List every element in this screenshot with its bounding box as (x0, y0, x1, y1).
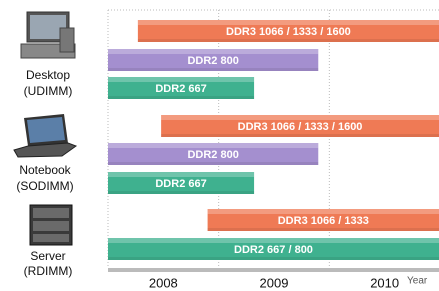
group-module: (SODIMM) (16, 179, 73, 193)
bar-swatch (108, 68, 318, 71)
bar-highlight (108, 77, 254, 82)
bar-label: DDR3 1066 / 1333 (278, 215, 369, 227)
bar-swatch (208, 228, 439, 231)
bar-label: DDR2 667 (155, 83, 206, 95)
group-name: Notebook (19, 163, 71, 177)
x-axis-label: Year (407, 276, 428, 287)
bar-highlight (108, 143, 318, 148)
bar-label: DDR2 800 (187, 149, 238, 161)
page: Desktop (UDIMM) Notebook (SODIMM) Server… (0, 0, 439, 291)
bar-highlight (208, 209, 439, 214)
bar-swatch (108, 257, 439, 260)
bar-swatch (138, 39, 439, 42)
bar-swatch (108, 191, 254, 194)
bar-highlight (138, 20, 439, 25)
bar-swatch (108, 96, 254, 99)
chart: Desktop (UDIMM) Notebook (SODIMM) Server… (0, 0, 439, 291)
bar-highlight (161, 115, 439, 120)
group-module: (RDIMM) (24, 264, 73, 278)
bar-highlight (108, 49, 318, 54)
bar-highlight (108, 172, 254, 177)
server-icon (30, 205, 72, 245)
group-name: Server (30, 249, 65, 263)
bar-label: DDR2 800 (187, 55, 238, 67)
bar-highlight (108, 238, 439, 243)
bar-label: DDR2 667 / 800 (234, 244, 313, 256)
bar-label: DDR2 667 (155, 178, 206, 190)
x-tick-label: 2008 (149, 275, 178, 290)
bar-label: DDR3 1066 / 1333 / 1600 (238, 121, 363, 133)
bar-swatch (108, 162, 318, 165)
bar-swatch (161, 134, 439, 137)
x-tick-label: 2010 (370, 275, 399, 290)
bar-label: DDR3 1066 / 1333 / 1600 (226, 26, 351, 38)
desktop-icon (21, 12, 75, 58)
x-axis (108, 268, 439, 272)
group-module: (UDIMM) (24, 84, 73, 98)
group-name: Desktop (26, 68, 70, 82)
x-tick-label: 2009 (260, 275, 289, 290)
notebook-icon (14, 114, 76, 157)
